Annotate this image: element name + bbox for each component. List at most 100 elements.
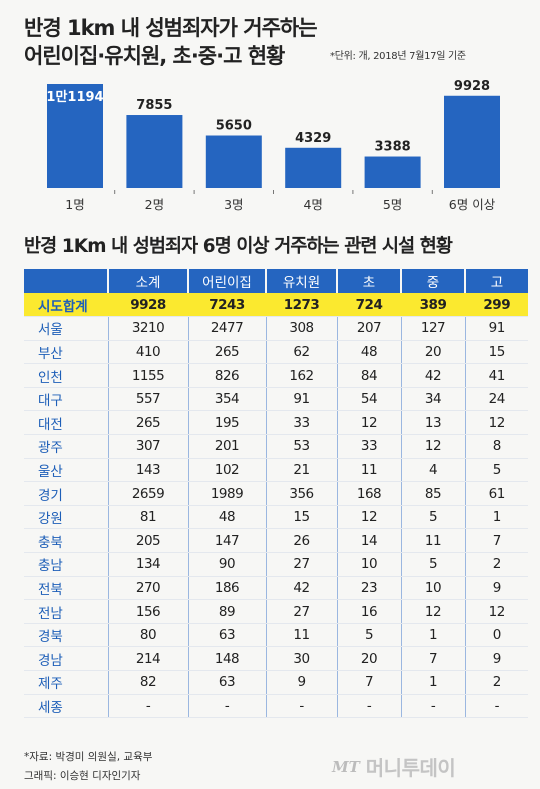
- cell-subtotal: 80: [107, 623, 188, 648]
- cell-elementary: 168: [336, 481, 401, 506]
- cell-subtotal: 143: [107, 458, 188, 483]
- cell-daycare: -: [187, 694, 266, 719]
- cell-high: 61: [464, 481, 528, 506]
- cell-middle: 4: [400, 458, 465, 483]
- cell-subtotal: 82: [107, 670, 188, 695]
- cell-elementary: -: [336, 694, 401, 719]
- bar-chart: 1만1194 1명 7855 2명 5650 3명 4329 4명 3388 5명 9928 6명 이…: [46, 79, 500, 212]
- cell-kindergarten: 91: [265, 387, 337, 412]
- cell-middle: 10: [400, 576, 465, 601]
- cell-daycare: 1989: [187, 481, 266, 506]
- category-label: 5명: [383, 197, 402, 212]
- header-cell-high: 고: [464, 269, 528, 293]
- total-cell: 7243: [187, 293, 266, 318]
- table-row: 강원 81 48 15 12 5 1: [24, 505, 528, 530]
- region-name: 충남: [24, 552, 108, 577]
- bar: [126, 115, 183, 188]
- cell-subtotal: 557: [107, 387, 188, 412]
- chart-title-line1: 반경 1km 내 성범죄자가 거주하는: [24, 16, 318, 40]
- cell-middle: 34: [400, 387, 465, 412]
- total-label: 시도합계: [24, 293, 108, 318]
- cell-elementary: 12: [336, 410, 401, 436]
- region-name: 경기: [24, 481, 108, 506]
- cell-subtotal: 205: [107, 528, 188, 554]
- bar: [364, 156, 421, 188]
- bar-value-label: 1만1194: [46, 89, 103, 105]
- cell-high: 12: [464, 410, 528, 436]
- cell-elementary: 207: [336, 316, 401, 341]
- cell-high: 15: [464, 340, 528, 365]
- cell-kindergarten: 21: [265, 458, 337, 483]
- total-cell: 1273: [265, 293, 337, 318]
- cell-subtotal: 214: [107, 646, 188, 671]
- cell-middle: 1: [400, 623, 465, 648]
- cell-daycare: 90: [187, 552, 266, 577]
- cell-daycare: 354: [187, 387, 266, 412]
- chart-title-line2: 어린이집·유치원, 초·중·고 현황: [24, 44, 285, 68]
- cell-kindergarten: 62: [265, 340, 337, 365]
- cell-middle: 85: [400, 481, 465, 506]
- total-cell: 299: [464, 293, 528, 318]
- region-name: 제주: [24, 670, 108, 695]
- cell-high: 5: [464, 458, 528, 483]
- table-row: 대구 557 354 91 54 34 24: [24, 387, 528, 412]
- bar: [444, 95, 500, 188]
- total-cell: 389: [400, 293, 465, 318]
- table-row: 충남 134 90 27 10 5 2: [24, 552, 528, 577]
- cell-elementary: 48: [336, 340, 401, 365]
- table-row: 충북 205 147 26 14 11 7: [24, 528, 528, 554]
- bar: [47, 84, 103, 188]
- cell-kindergarten: 42: [265, 576, 337, 601]
- bar-value-label: 5650: [216, 119, 252, 134]
- cell-subtotal: 270: [107, 576, 188, 601]
- category-label: 2명: [145, 197, 164, 212]
- cell-kindergarten: -: [265, 694, 337, 719]
- cell-subtotal: 410: [107, 340, 188, 365]
- cell-high: 2: [464, 670, 528, 695]
- cell-kindergarten: 15: [265, 505, 337, 530]
- cell-daycare: 89: [187, 599, 266, 624]
- region-name: 세종: [24, 694, 108, 719]
- table-row: 세종 - - - - - -: [24, 694, 528, 719]
- cell-high: 9: [464, 646, 528, 671]
- cell-daycare: 63: [187, 623, 266, 648]
- cell-daycare: 186: [187, 576, 266, 601]
- cell-high: 0: [464, 623, 528, 648]
- cell-elementary: 54: [336, 387, 401, 412]
- cell-elementary: 5: [336, 623, 401, 648]
- header-cell-daycare: 어린이집: [187, 269, 266, 293]
- cell-elementary: 33: [336, 434, 401, 459]
- cell-kindergarten: 308: [265, 316, 337, 341]
- table-row: 서울 3210 2477 308 207 127 91: [24, 316, 528, 341]
- cell-high: 2: [464, 552, 528, 577]
- cell-middle: 127: [400, 316, 465, 341]
- cell-elementary: 14: [336, 528, 401, 554]
- region-name: 울산: [24, 458, 108, 483]
- cell-kindergarten: 9: [265, 670, 337, 695]
- cell-subtotal: 2659: [107, 481, 188, 506]
- category-label: 4명: [303, 197, 322, 212]
- graphic-credit: 그래픽: 이승현 디자인기자: [24, 770, 141, 782]
- region-name: 전남: [24, 599, 108, 624]
- cell-elementary: 84: [336, 363, 401, 388]
- cell-high: 1: [464, 505, 528, 530]
- cell-kindergarten: 11: [265, 623, 337, 648]
- cell-subtotal: 81: [107, 505, 188, 530]
- cell-daycare: 63: [187, 670, 266, 695]
- cell-middle: 7: [400, 646, 465, 671]
- region-name: 대구: [24, 387, 108, 412]
- region-name: 대전: [24, 410, 108, 436]
- cell-high: 91: [464, 316, 528, 341]
- cell-high: 8: [464, 434, 528, 459]
- publisher-logo: MT 머니투데이: [332, 752, 456, 781]
- header-cell-elementary: 초: [336, 269, 401, 293]
- cell-daycare: 102: [187, 458, 266, 483]
- cell-high: 9: [464, 576, 528, 601]
- bar-value-label: 9928: [454, 79, 490, 94]
- cell-kindergarten: 356: [265, 481, 337, 506]
- region-name: 경남: [24, 646, 108, 671]
- cell-elementary: 7: [336, 670, 401, 695]
- table-row: 부산 410 265 62 48 20 15: [24, 340, 528, 365]
- source-note: *자료: 박경미 의원실, 교육부: [24, 751, 153, 763]
- cell-elementary: 12: [336, 505, 401, 530]
